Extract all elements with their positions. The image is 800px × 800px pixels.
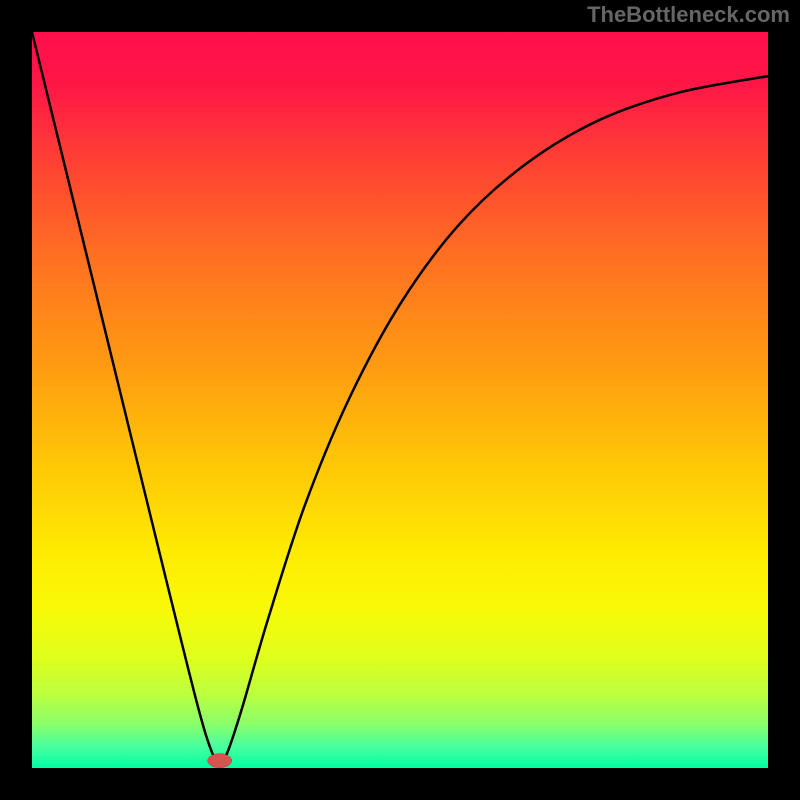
optimal-point-marker [208,754,232,768]
chart-svg [0,0,800,800]
chart-background [32,32,768,768]
watermark-text: TheBottleneck.com [587,2,790,28]
chart-frame: TheBottleneck.com [0,0,800,800]
